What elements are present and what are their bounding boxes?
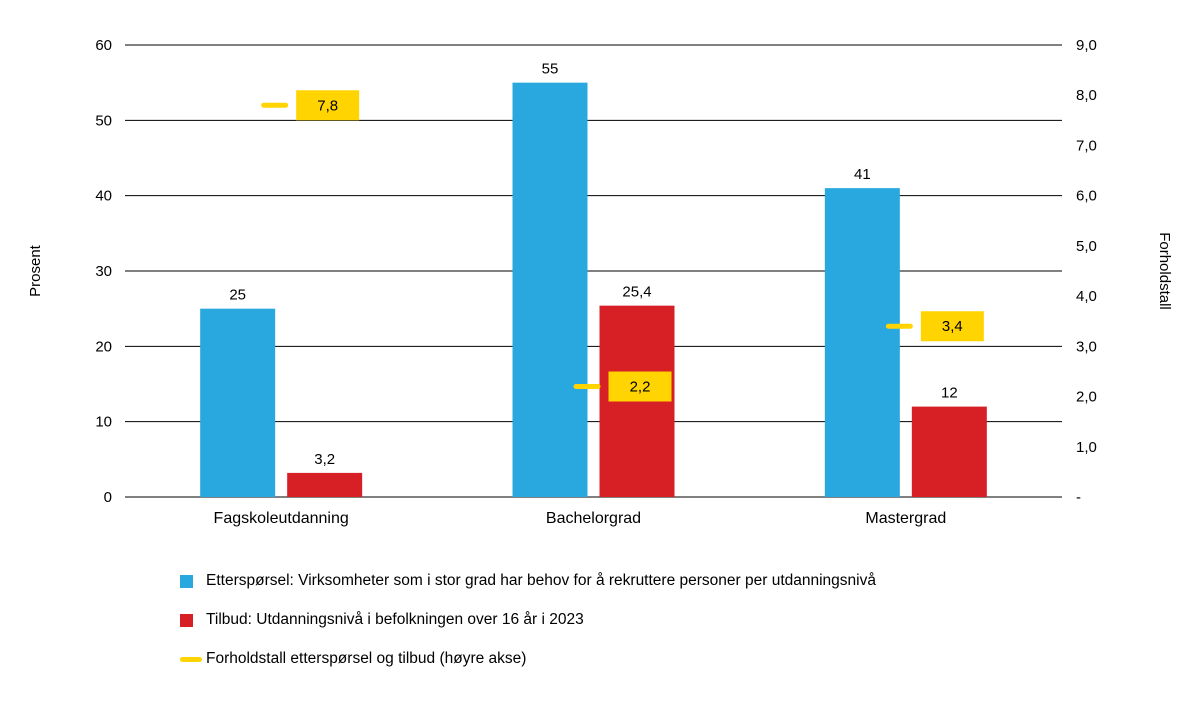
bar-chart: 0 10 20 30 40 50 60 - 1,0 2,0 3,0 4,0 5,0 6,0 7,0 8,0 9,…	[27, 37, 1173, 527]
right-axis-tick-label: 2,0	[1076, 389, 1097, 406]
right-axis-tick-label: 7,0	[1076, 137, 1097, 154]
left-axis-title: Prosent	[27, 244, 44, 297]
right-axis-tick-label: 3,0	[1076, 338, 1097, 355]
ratio-value-box	[608, 371, 672, 402]
left-axis-tick-label: 10	[95, 414, 112, 431]
bar	[512, 82, 588, 498]
right-axis-tick-label: -	[1076, 489, 1081, 506]
category-label: Bachelorgrad	[546, 510, 641, 527]
bar	[824, 188, 900, 497]
bar-value-label: 25,4	[622, 284, 651, 301]
bar-value-label: 41	[854, 166, 871, 183]
ratio-dash-marker	[261, 102, 289, 108]
ratio-value-label: 3,4	[942, 318, 963, 335]
bar	[200, 308, 276, 497]
legend-label-demand: Etterspørsel: Virksomheter som i stor gr…	[206, 572, 876, 589]
bar	[911, 406, 987, 497]
left-axis-tick-label: 50	[95, 112, 112, 129]
chart-legend: Etterspørsel: Virksomheter som i stor gr…	[180, 572, 876, 668]
legend-swatch-ratio-icon	[180, 656, 202, 662]
right-axis-tick-label: 8,0	[1076, 87, 1097, 104]
bar-value-label: 55	[542, 61, 559, 78]
legend-item-supply: Tilbud: Utdanningsnivå i befolkningen ov…	[180, 611, 876, 629]
right-axis-tick-label: 4,0	[1076, 288, 1097, 305]
right-axis-tick-label: 9,0	[1076, 37, 1097, 54]
legend-label-ratio: Forholdstall etterspørsel og tilbud (høy…	[206, 650, 527, 667]
legend-swatch-demand-icon	[180, 574, 193, 588]
legend-item-demand: Etterspørsel: Virksomheter som i stor gr…	[180, 572, 876, 590]
ratio-dash-marker	[573, 384, 601, 390]
bar-value-label: 25	[229, 287, 246, 304]
category-label: Mastergrad	[865, 510, 946, 527]
left-axis-tick-label: 0	[104, 489, 112, 506]
category-label: Fagskoleutdanning	[214, 510, 349, 527]
legend-swatch-supply-icon	[180, 613, 193, 627]
bar	[287, 472, 363, 497]
ratio-value-label: 7,8	[317, 97, 338, 114]
ratio-dash-marker	[885, 323, 913, 329]
right-axis-tick-label: 6,0	[1076, 188, 1097, 205]
right-axis-title: Forholdstall	[1156, 232, 1173, 310]
ratio-value-box	[920, 311, 984, 342]
ratio-value-label: 2,2	[630, 379, 651, 396]
left-axis-tick-label: 60	[95, 37, 112, 54]
bar-value-label: 3,2	[314, 451, 335, 468]
bar-value-label: 12	[941, 385, 958, 402]
left-axis-tick-label: 40	[95, 188, 112, 205]
left-axis-tick-label: 20	[95, 338, 112, 355]
right-axis-tick-label: 1,0	[1076, 439, 1097, 456]
ratio-value-box	[296, 90, 360, 121]
legend-label-supply: Tilbud: Utdanningsnivå i befolkningen ov…	[206, 611, 584, 628]
legend-item-ratio: Forholdstall etterspørsel og tilbud (høy…	[180, 650, 876, 668]
right-axis-tick-label: 5,0	[1076, 238, 1097, 255]
left-axis-tick-label: 30	[95, 263, 112, 280]
